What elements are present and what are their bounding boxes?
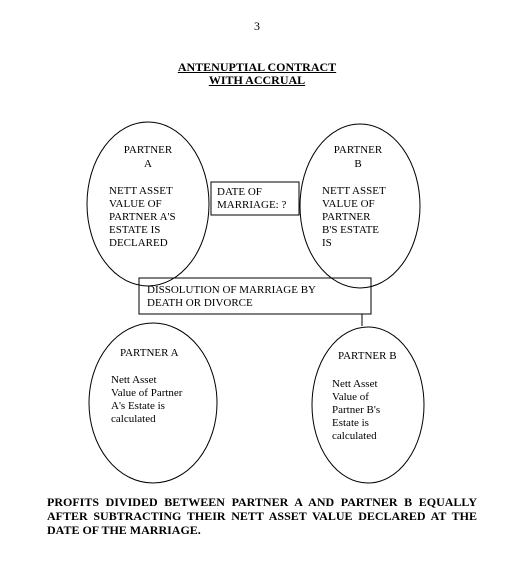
partner-a-bottom-text-1: Nett Asset [111, 374, 157, 386]
partner-a-bottom-text-3: A's Estate is [111, 400, 165, 412]
partner-a-top-text-2: VALUE OF [109, 198, 162, 210]
partner-b-bottom-text-5: calculated [332, 430, 377, 442]
partner-b-top-text-4: B'S ESTATE [322, 224, 380, 236]
title-line-2: WITH ACCRUAL [208, 73, 306, 87]
date-box-line-2: MARRIAGE: ? [217, 199, 287, 211]
partner-a-top-name-2: A [144, 158, 152, 170]
partner-b-top-name-2: B [354, 158, 362, 170]
partner-b-bottom-text-1: Nett Asset [332, 378, 378, 390]
partner-b-bottom-name: PARTNER B [338, 350, 397, 362]
dissolution-line-2: DEATH OR DIVORCE [147, 297, 253, 309]
date-of-marriage-box [210, 181, 300, 216]
partner-b-top-text-5: IS [322, 237, 332, 249]
ellipse-partner-a-top [86, 121, 210, 287]
ellipse-partner-b-top [299, 123, 421, 289]
partner-a-top-text-5: DECLARED [109, 237, 168, 249]
partner-b-bottom-text-4: Estate is [332, 417, 369, 429]
partner-b-top-name-1: PARTNER [333, 144, 383, 156]
title-line-1: ANTENUPTIAL CONTRACT [177, 60, 337, 74]
ellipse-partner-a-bottom [88, 322, 218, 484]
footer-conclusion: PROFITS DIVIDED BETWEEN PARTNER A AND PA… [47, 495, 477, 537]
partner-b-top-text-3: PARTNER [322, 211, 371, 223]
page-number: 3 [254, 19, 260, 33]
ellipse-partner-b-bottom [311, 326, 425, 484]
partner-a-bottom-text-4: calculated [111, 413, 156, 425]
partner-a-bottom-text-2: Value of Partner [111, 387, 183, 399]
date-box-line-1: DATE OF [217, 186, 262, 198]
dissolution-line-1: DISSOLUTION OF MARRIAGE BY [147, 284, 316, 296]
partner-b-bottom-text-3: Partner B's [332, 404, 381, 416]
partner-a-top-text-3: PARTNER A'S [109, 211, 176, 223]
partner-a-top-name-1: PARTNER [123, 144, 173, 156]
partner-b-bottom-text-2: Value of [332, 391, 369, 403]
partner-b-top-text-1: NETT ASSET [322, 185, 386, 197]
partner-b-top-text-2: VALUE OF [322, 198, 375, 210]
partner-a-bottom-name: PARTNER A [120, 347, 179, 359]
dissolution-box [138, 277, 372, 315]
partner-a-top-text-1: NETT ASSET [109, 185, 173, 197]
partner-a-top-text-4: ESTATE IS [109, 224, 161, 236]
